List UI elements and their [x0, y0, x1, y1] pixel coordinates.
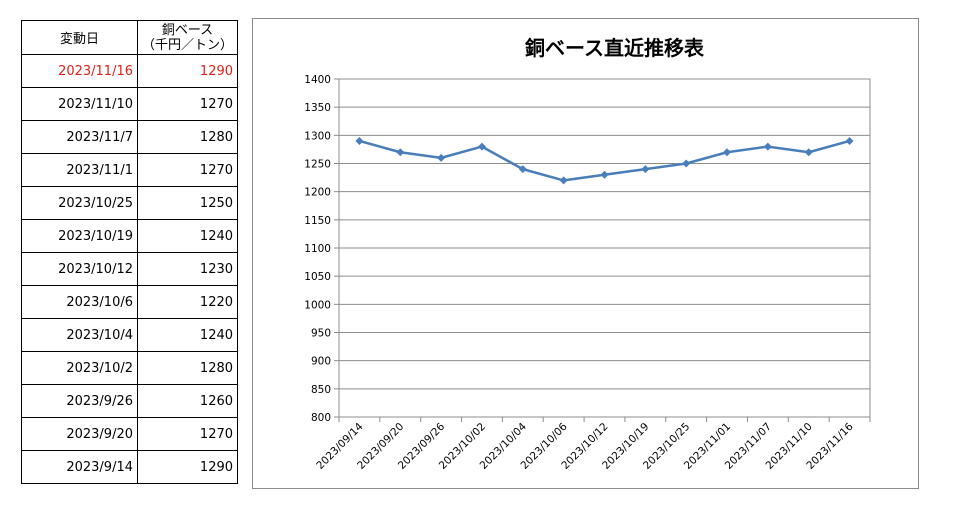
table-row: 2023/10/4 1240 [21, 318, 239, 352]
row-price: 1290 [136, 54, 239, 88]
price-table: 変動日 銅ベース （千円／トン） 2023/11/16 1290 2023/11/10… [21, 20, 239, 484]
row-price: 1240 [136, 219, 239, 253]
row-price: 1250 [136, 186, 239, 220]
y-tick-label: 1000 [304, 299, 331, 311]
row-price: 1220 [136, 285, 239, 319]
row-date: 2023/10/6 [21, 285, 138, 319]
price-line-chart: 銅ベース直近推移表 800 850 900 950 1000 1050 1100 1150 120… [304, 36, 871, 472]
table-row: 2023/10/19 1240 [21, 219, 239, 253]
y-tick-label: 1350 [304, 102, 331, 114]
y-tick-label: 1050 [304, 271, 331, 283]
row-date: 2023/10/2 [21, 351, 138, 385]
header-price-line2: （千円／トン） [142, 37, 234, 53]
table-row: 2023/9/14 1290 [21, 450, 239, 484]
header-price: 銅ベース （千円／トン） [136, 20, 239, 55]
data-point [396, 148, 405, 157]
row-date: 2023/10/4 [21, 318, 138, 352]
row-date: 2023/11/7 [21, 120, 138, 154]
data-point [518, 165, 527, 174]
data-point [723, 148, 732, 157]
chart-area: 銅ベース直近推移表 800 850 900 950 1000 1050 1100 1150 120… [252, 18, 919, 489]
table-row: 2023/9/20 1270 [21, 417, 239, 451]
table-row: 2023/10/2 1280 [21, 351, 239, 385]
row-price: 1270 [136, 87, 239, 121]
data-point [559, 176, 568, 185]
y-tick-label: 850 [311, 384, 331, 396]
y-tick-label: 900 [311, 356, 331, 368]
row-price: 1280 [136, 120, 239, 154]
header-date: 変動日 [21, 20, 138, 55]
y-tick-label: 1200 [304, 187, 331, 199]
row-date: 2023/10/25 [21, 186, 138, 220]
table-row: 2023/11/7 1280 [21, 120, 239, 154]
row-date: 2023/9/20 [21, 417, 138, 451]
data-point [804, 148, 813, 157]
row-price: 1270 [136, 417, 239, 451]
header-price-line1: 銅ベース [161, 22, 214, 38]
data-point [845, 136, 854, 145]
row-date: 2023/11/10 [21, 87, 138, 121]
y-tick-label: 1150 [304, 215, 331, 227]
table-row: 2023/9/26 1260 [21, 384, 239, 418]
data-point [477, 142, 486, 151]
row-date: 2023/10/12 [21, 252, 138, 286]
y-tick-label: 1250 [304, 159, 331, 171]
row-price: 1270 [136, 153, 239, 187]
table-row: 2023/10/6 1220 [21, 285, 239, 319]
row-date: 2023/10/19 [21, 219, 138, 253]
table-row: 2023/10/25 1250 [21, 186, 239, 220]
row-price: 1230 [136, 252, 239, 286]
row-date: 2023/11/1 [21, 153, 138, 187]
row-price: 1280 [136, 351, 239, 385]
data-point [355, 136, 364, 145]
table-row: 2023/11/1 1270 [21, 153, 239, 187]
data-point [763, 142, 772, 151]
table-row: 2023/11/10 1270 [21, 87, 239, 121]
row-price: 1240 [136, 318, 239, 352]
chart-title: 銅ベース直近推移表 [525, 36, 705, 60]
table-row: 2023/11/16 1290 [21, 54, 239, 88]
row-price: 1290 [136, 450, 239, 484]
data-point [600, 170, 609, 179]
row-date: 2023/11/16 [21, 54, 138, 88]
data-point [641, 165, 650, 174]
table-header-row: 変動日 銅ベース （千円／トン） [21, 20, 239, 55]
y-tick-label: 1100 [304, 243, 331, 255]
y-tick-label: 950 [311, 328, 331, 340]
y-tick-label: 800 [311, 412, 331, 424]
data-point [682, 159, 691, 168]
row-date: 2023/9/26 [21, 384, 138, 418]
y-tick-label: 1400 [304, 74, 331, 86]
table-row: 2023/10/12 1230 [21, 252, 239, 286]
row-date: 2023/9/14 [21, 450, 138, 484]
y-tick-label: 1300 [304, 130, 331, 142]
data-point [437, 153, 446, 162]
row-price: 1260 [136, 384, 239, 418]
